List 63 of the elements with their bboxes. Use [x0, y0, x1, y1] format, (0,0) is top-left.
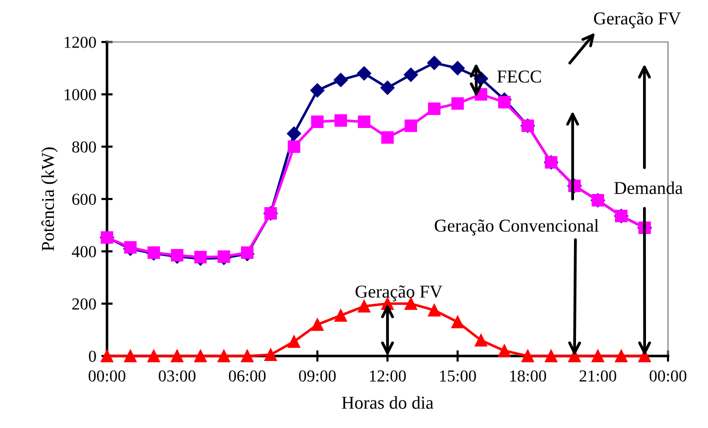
point — [427, 56, 442, 70]
x-tick-label: 03:00 — [158, 370, 196, 382]
point — [100, 350, 114, 362]
point — [381, 131, 394, 144]
point — [148, 350, 160, 362]
y-tick-label: 600 — [72, 194, 96, 205]
point — [498, 96, 511, 108]
point — [357, 66, 372, 80]
x-axis-title: Horas do dia — [342, 396, 434, 409]
point — [124, 241, 137, 254]
point — [498, 344, 511, 358]
point — [358, 116, 370, 128]
x-tick-label: 09:00 — [299, 370, 336, 382]
point — [474, 334, 488, 347]
point — [450, 61, 465, 76]
annotation: Geração FV — [356, 285, 442, 302]
point — [286, 126, 302, 141]
point — [404, 119, 418, 132]
y-axis-title: Potência (kW) — [41, 147, 58, 251]
point — [592, 350, 604, 362]
y-tick-label: 200 — [72, 298, 96, 310]
x-tick-label: 12:00 — [370, 370, 406, 382]
point — [194, 350, 207, 362]
point — [334, 72, 348, 88]
annotation: FECC — [497, 70, 541, 83]
point — [218, 250, 230, 263]
y-tick-label: 800 — [72, 141, 96, 153]
x-tick-label: 00:00 — [88, 370, 126, 382]
x-tick-label: 06:00 — [228, 370, 266, 382]
point — [522, 350, 534, 362]
point — [194, 250, 207, 264]
point — [310, 83, 324, 98]
point — [334, 114, 347, 127]
y-tick-label: 1200 — [64, 36, 96, 48]
point — [334, 309, 347, 322]
point — [311, 116, 324, 128]
point — [288, 140, 300, 153]
x-tick-label: 00:00 — [650, 370, 686, 382]
y-tick-label: 400 — [72, 246, 96, 258]
point — [241, 246, 254, 259]
point — [311, 318, 324, 331]
point — [288, 335, 300, 348]
x-tick-label: 18:00 — [510, 370, 546, 382]
point — [544, 350, 558, 362]
point — [615, 350, 628, 362]
x-tick-label: 21:00 — [580, 370, 616, 382]
point — [380, 80, 395, 95]
point — [451, 97, 464, 110]
y-tick-label: 0 — [88, 350, 96, 362]
point — [451, 316, 464, 328]
point — [428, 304, 440, 316]
annotation: Geração Convencional — [434, 219, 599, 236]
point — [404, 68, 418, 82]
point — [170, 350, 184, 362]
point — [264, 348, 277, 361]
point — [428, 102, 440, 115]
y-tick-label: 1000 — [64, 89, 96, 100]
text: Geração FV — [594, 12, 681, 28]
point — [124, 350, 137, 362]
point — [218, 350, 230, 362]
point — [241, 350, 254, 362]
annotation: Demanda — [614, 181, 683, 194]
x-tick-label: 15:00 — [440, 370, 476, 382]
